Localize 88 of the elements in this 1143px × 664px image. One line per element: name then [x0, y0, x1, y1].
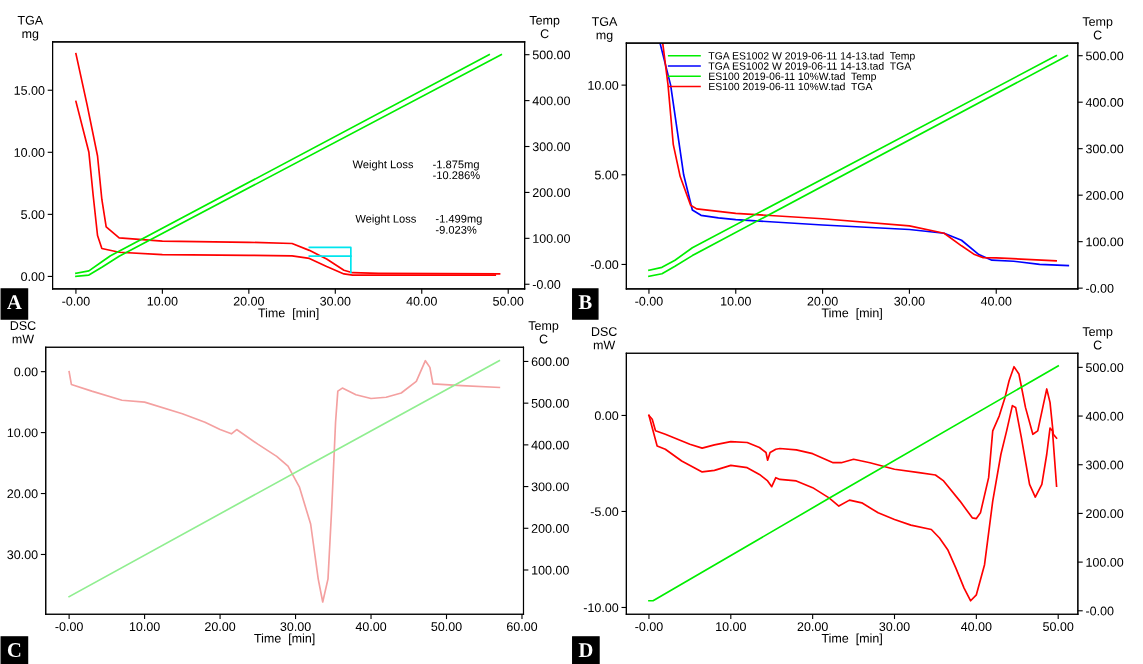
x-tick-label: 10.00 — [721, 296, 751, 306]
y2-tick-label: 400.00 — [1085, 98, 1124, 107]
x-axis-title: Time [min] — [821, 308, 882, 320]
y2-axis-title: Temp C — [1082, 17, 1113, 40]
y-tick-label: 0.00 — [21, 272, 45, 282]
x-tick-label: 30.00 — [320, 296, 351, 306]
y-tick-label: 30.00 — [7, 550, 38, 560]
x-tick-label: 50.00 — [1043, 622, 1074, 632]
y2-tick-label: 500.00 — [532, 50, 571, 60]
y2-tick-label: 300.00 — [1085, 460, 1124, 470]
x-tick-label: -0.00 — [55, 622, 83, 632]
y2-tick-label: -0.00 — [1086, 283, 1114, 293]
legend-label: ES100 2019-06-11 10%W.tad Temp — [709, 72, 877, 83]
annotation: Weight Loss — [352, 160, 414, 171]
x-tick-label: 30.00 — [894, 296, 925, 306]
y2-tick-label: 300.00 — [1085, 144, 1124, 154]
x-axis-title: Time [min] — [258, 308, 319, 320]
text: D — [578, 643, 593, 657]
x-tick-label: 10.00 — [129, 622, 160, 632]
x-tick-label: 20.00 — [807, 296, 838, 306]
y2-tick-label: 200.00 — [531, 524, 569, 533]
x-axis-title: Time [min] — [254, 633, 315, 646]
legend-label: TGA ES1002 W 2019-06-11 14-13.tad Temp — [708, 51, 915, 62]
x-tick-label: 40.00 — [406, 296, 437, 306]
legend-label: ES100 2019-06-11 10%W.tad TGA — [709, 82, 873, 91]
y-tick-label: 10.00 — [588, 80, 619, 90]
x-tick-label: 30.00 — [280, 622, 311, 632]
y2-tick-label: 500.00 — [1085, 363, 1124, 373]
y-axis-title: DSC mW — [591, 327, 617, 350]
y2-tick-label: 400.00 — [531, 440, 569, 450]
text: B — [578, 295, 592, 310]
annotation: -1.499mg — [435, 214, 482, 225]
y-axis-title: DSC mW — [10, 321, 36, 344]
x-tick-label: 10.00 — [147, 296, 178, 306]
x-tick-label: 60.00 — [506, 622, 538, 632]
x-tick-label: -0.00 — [635, 622, 663, 632]
annotation: -10.286% — [433, 171, 480, 180]
legend-label: TGA ES1002 W 2019-06-11 14-13.tad TGA — [708, 62, 912, 70]
y-tick-label: 0.00 — [594, 411, 619, 421]
y2-tick-label: 100.00 — [532, 565, 569, 575]
y-tick-label: 0.00 — [14, 367, 38, 377]
y-tick-label: 15.00 — [14, 86, 45, 95]
y-tick-label: 5.00 — [594, 170, 619, 180]
x-tick-label: 40.00 — [355, 622, 387, 632]
text: A — [7, 295, 22, 309]
x-tick-label: 20.00 — [233, 296, 264, 306]
y2-tick-label: 100.00 — [533, 234, 571, 243]
annotation: Weight Loss — [355, 214, 416, 225]
y2-tick-label: 200.00 — [1086, 509, 1124, 519]
x-tick-label: 20.00 — [797, 622, 828, 632]
y-tick-label: -5.00 — [590, 507, 619, 517]
y2-tick-label: 500.00 — [1085, 51, 1124, 61]
y-tick-label: 10.00 — [14, 148, 45, 157]
x-tick-label: 30.00 — [879, 622, 910, 632]
x-tick-label: 40.00 — [961, 622, 992, 632]
y2-tick-label: -0.00 — [532, 280, 561, 289]
annotation: -1.875mg — [433, 160, 479, 171]
y2-tick-label: 200.00 — [1086, 190, 1124, 200]
x-tick-label: 50.00 — [493, 296, 524, 306]
y-tick-label: 5.00 — [21, 210, 45, 220]
y2-axis-title: Temp C — [528, 321, 559, 344]
x-tick-label: 50.00 — [431, 622, 462, 632]
y2-tick-label: 300.00 — [532, 142, 571, 152]
y-tick-label: -0.00 — [590, 260, 619, 270]
y2-tick-label: 100.00 — [1086, 557, 1124, 567]
y2-tick-label: -0.00 — [1086, 606, 1114, 616]
y2-tick-label: 100.00 — [1086, 237, 1124, 247]
y2-tick-label: 200.00 — [532, 188, 571, 198]
y-axis-title: TGA mg — [591, 17, 618, 42]
y-axis-title: TGA mg — [17, 15, 44, 41]
x-axis-title: Time [min] — [821, 633, 882, 646]
y2-axis-title: Temp C — [1082, 327, 1113, 350]
y2-tick-label: 600.00 — [531, 357, 569, 367]
x-tick-label: 20.00 — [205, 622, 236, 632]
y2-tick-label: 500.00 — [531, 398, 569, 408]
x-tick-label: -0.00 — [635, 296, 663, 306]
y-tick-label: 20.00 — [7, 489, 38, 499]
x-tick-label: 10.00 — [716, 622, 746, 632]
y2-tick-label: 300.00 — [531, 482, 569, 492]
y-tick-label: 10.00 — [7, 428, 38, 438]
y2-tick-label: 400.00 — [1085, 411, 1124, 421]
y2-tick-label: 400.00 — [532, 96, 571, 106]
y-tick-label: -10.00 — [583, 603, 619, 613]
x-tick-label: -0.00 — [62, 296, 90, 306]
annotation: -9.023% — [435, 225, 477, 234]
x-tick-label: 40.00 — [980, 296, 1012, 306]
text: C — [7, 643, 21, 658]
y2-axis-title: Temp C — [529, 15, 560, 39]
